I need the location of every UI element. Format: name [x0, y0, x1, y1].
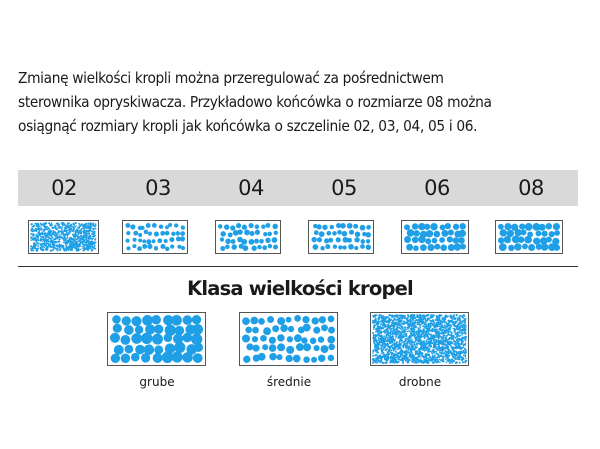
spray-pattern-coarse-icon — [495, 220, 563, 254]
intro-line-2: sterownika opryskiwacza. Przykładowo koń… — [18, 93, 492, 111]
droplet-class-title: Klasa wielkości kropel — [187, 277, 414, 300]
spray-pattern-coarse-icon — [401, 220, 469, 254]
nozzle-size-label-05: 05 — [331, 176, 357, 200]
coarse-droplets-icon — [107, 312, 206, 366]
medium-droplets-icon — [239, 312, 338, 366]
section-divider — [18, 266, 578, 267]
droplet-class-label-coarse: grube — [139, 375, 175, 389]
nozzle-size-label-04: 04 — [238, 176, 264, 200]
spray-pattern-fine-icon — [28, 220, 99, 254]
nozzle-size-label-02: 02 — [51, 176, 77, 200]
intro-line-3: osiągnąć rozmiary kropli jak końcówka o … — [18, 117, 478, 135]
nozzle-size-label-03: 03 — [145, 176, 171, 200]
droplet-class-label-fine: drobne — [398, 375, 442, 389]
droplet-class-label-medium: średnie — [266, 375, 312, 389]
nozzle-size-label-06: 06 — [424, 176, 450, 200]
spray-pattern-medium-icon — [122, 220, 188, 254]
intro-text: Zmianę wielkości kropli można przeregulo… — [18, 66, 593, 138]
fine-droplets-icon — [370, 312, 469, 366]
nozzle-size-header-band — [18, 170, 578, 206]
spray-pattern-medium-icon — [308, 220, 374, 254]
spray-pattern-medium-icon — [215, 220, 281, 254]
intro-line-1: Zmianę wielkości kropli można przeregulo… — [18, 69, 444, 87]
nozzle-size-label-08: 08 — [518, 176, 544, 200]
